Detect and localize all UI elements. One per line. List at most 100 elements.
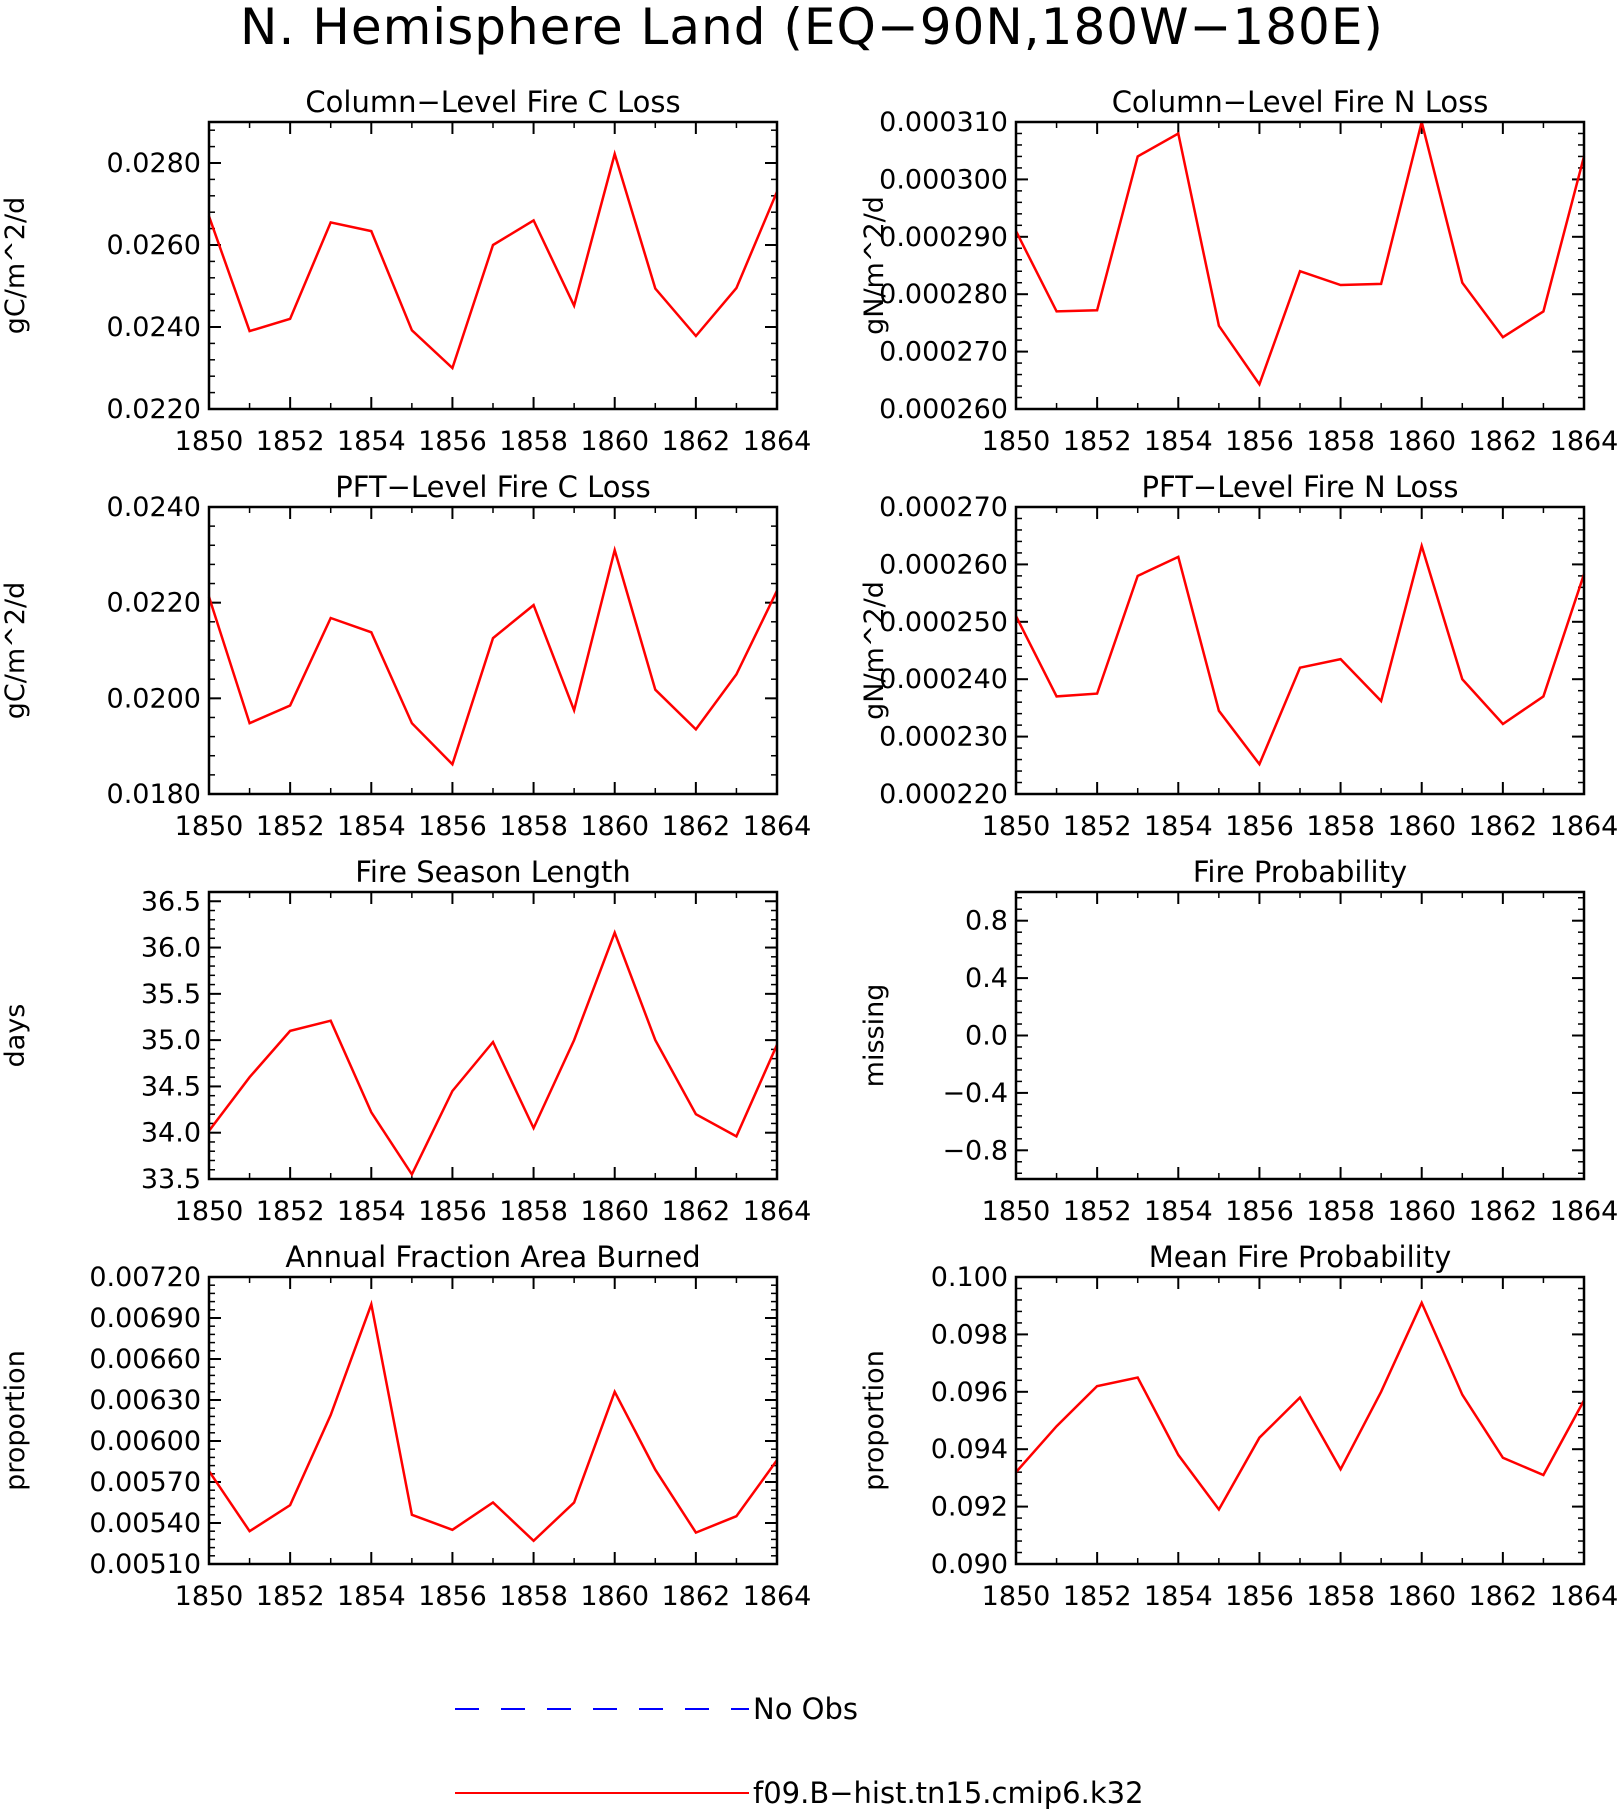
- panel-title: Column−Level Fire N Loss: [1112, 85, 1489, 119]
- x-tick-label: 1854: [1144, 811, 1213, 842]
- data-point: [1218, 710, 1220, 712]
- x-tick-label: 1856: [418, 1581, 487, 1612]
- x-tick-label: 1862: [1468, 1196, 1537, 1227]
- data-point: [1218, 1508, 1220, 1511]
- data-point: [573, 709, 575, 712]
- x-tick-label: 1856: [418, 1196, 487, 1227]
- series-line: [207, 149, 779, 371]
- x-tick-label: 1858: [1306, 811, 1375, 842]
- data-point: [613, 153, 616, 155]
- x-tick-label: 1852: [1063, 811, 1132, 842]
- y-tick-label: 0.00600: [89, 1426, 201, 1457]
- x-tick-label: 1858: [499, 811, 568, 842]
- plot-frame: [207, 1275, 779, 1566]
- series-line: [1014, 541, 1586, 767]
- data-point: [735, 287, 738, 289]
- data-point: [329, 1019, 332, 1022]
- panel-title: Mean Fire Probability: [1149, 1240, 1452, 1274]
- data-point: [451, 763, 454, 766]
- data-point: [1502, 336, 1504, 339]
- data-point: [289, 318, 291, 320]
- x-tick-label: 1854: [1144, 1581, 1213, 1612]
- data-point: [1055, 310, 1058, 313]
- panels: Column−Level Fire C Loss gC/m^2/d 0.0220 0.…: [0, 85, 1618, 1612]
- x-tick-label: 1860: [1387, 426, 1456, 457]
- data-point: [532, 219, 535, 222]
- x-tick-label: 1860: [1387, 811, 1456, 842]
- x-tick-label: 1856: [1225, 1196, 1294, 1227]
- series-line: [1014, 121, 1586, 388]
- y-tick-label: 0.096: [931, 1377, 1008, 1408]
- panel-8: Mean Fire Probability proportion 0.090 0.09…: [859, 1240, 1618, 1612]
- data-point: [329, 617, 332, 619]
- series-line: [1015, 1299, 1586, 1512]
- data-point: [532, 604, 535, 606]
- data-point: [411, 722, 413, 724]
- x-tick-label: 1862: [1468, 811, 1537, 842]
- x-tick-label: 1852: [1063, 1581, 1132, 1612]
- series-line: [208, 929, 779, 1177]
- data-point: [573, 1501, 575, 1504]
- data-point: [492, 1041, 494, 1043]
- y-axis-label: proportion: [859, 1350, 890, 1491]
- y-tick-label: 0.000280: [879, 279, 1008, 310]
- y-axis-label: gN/m^2/d: [859, 581, 890, 720]
- data-point: [613, 931, 616, 934]
- y-tick-label: −0.8: [942, 1135, 1008, 1166]
- x-tick-label: 1862: [1468, 1581, 1537, 1612]
- panel-2: Column−Level Fire N Loss gN/m^2/d 0.000260…: [859, 85, 1618, 457]
- y-tick-label: −0.4: [942, 1078, 1008, 1109]
- y-axis-label: gC/m^2/d: [0, 582, 31, 719]
- y-tick-label: 33.5: [141, 1164, 201, 1195]
- y-tick-label: 0.00540: [89, 1508, 201, 1539]
- y-axis-label: missing: [859, 984, 890, 1088]
- x-tick-label: 1862: [661, 811, 730, 842]
- y-tick-label: 0.00690: [89, 1303, 201, 1334]
- data-point: [654, 1468, 657, 1471]
- x-tick-label: 1864: [743, 811, 812, 842]
- panel-5: Fire Season Length days 33.5 34.0 34.5 35.0 35…: [0, 855, 811, 1227]
- panel-title: Fire Probability: [1193, 855, 1407, 889]
- y-tick-label: 0.000300: [879, 164, 1008, 195]
- y-tick-label: 0.090: [931, 1549, 1008, 1580]
- x-tick-label: 1850: [175, 1196, 244, 1227]
- plot-frame: [1014, 1275, 1586, 1566]
- y-tick-label: 0.0220: [107, 394, 201, 425]
- x-tick-label: 1860: [1387, 1196, 1456, 1227]
- x-tick-label: 1860: [580, 1581, 649, 1612]
- data-point: [1380, 283, 1382, 285]
- data-point: [1380, 700, 1382, 702]
- y-tick-label: 35.5: [141, 979, 201, 1010]
- data-point: [1055, 695, 1058, 698]
- y-tick-label: 34.0: [141, 1118, 201, 1149]
- data-point: [532, 1127, 535, 1129]
- x-tick-label: 1854: [337, 426, 406, 457]
- x-tick-label: 1856: [1225, 811, 1294, 842]
- data-point: [370, 631, 373, 634]
- x-tick-label: 1864: [1550, 1196, 1619, 1227]
- y-tick-label: 0.0180: [107, 779, 201, 810]
- data-point: [1542, 310, 1545, 313]
- x-tick-label: 1854: [337, 1581, 406, 1612]
- y-tick-label: 0.000290: [879, 222, 1008, 253]
- y-tick-label: 36.0: [141, 933, 201, 964]
- y-axis-label: gN/m^2/d: [859, 196, 890, 335]
- data-point: [654, 688, 657, 691]
- data-point: [411, 329, 413, 332]
- y-tick-label: 0.000260: [879, 394, 1008, 425]
- x-tick-label: 1852: [1063, 426, 1132, 457]
- y-axis-label: proportion: [0, 1350, 31, 1491]
- data-point: [613, 549, 616, 551]
- y-tick-label: 0.00570: [89, 1467, 201, 1498]
- x-tick-label: 1850: [175, 811, 244, 842]
- x-tick-label: 1854: [337, 811, 406, 842]
- y-tick-label: 0.4: [965, 963, 1008, 994]
- data-point: [1218, 325, 1220, 327]
- data-point: [613, 1391, 616, 1393]
- data-point: [451, 1529, 454, 1531]
- data-point: [695, 335, 697, 337]
- x-tick-label: 1854: [337, 1196, 406, 1227]
- data-point: [1502, 723, 1504, 725]
- x-tick-label: 1860: [580, 1196, 649, 1227]
- y-tick-label: 36.5: [141, 886, 201, 917]
